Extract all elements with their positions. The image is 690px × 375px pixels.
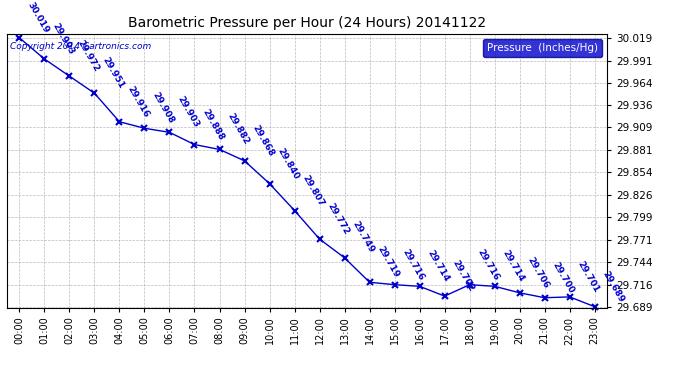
Text: 29.951: 29.951 (101, 56, 126, 90)
Text: 29.908: 29.908 (150, 91, 176, 125)
Text: 29.719: 29.719 (376, 244, 401, 279)
Text: 29.807: 29.807 (301, 173, 326, 208)
Text: 29.716: 29.716 (476, 247, 501, 282)
Text: 29.972: 29.972 (76, 38, 101, 73)
Text: 29.916: 29.916 (126, 84, 151, 119)
Text: 29.716: 29.716 (401, 247, 426, 282)
Text: 29.706: 29.706 (526, 255, 551, 290)
Text: 29.749: 29.749 (351, 220, 376, 255)
Text: 29.689: 29.689 (601, 269, 627, 304)
Text: 29.840: 29.840 (276, 146, 301, 181)
Legend: Pressure  (Inches/Hg): Pressure (Inches/Hg) (483, 39, 602, 57)
Text: 29.993: 29.993 (50, 21, 76, 56)
Text: 29.714: 29.714 (426, 249, 451, 284)
Title: Barometric Pressure per Hour (24 Hours) 20141122: Barometric Pressure per Hour (24 Hours) … (128, 16, 486, 30)
Text: 29.868: 29.868 (250, 123, 276, 158)
Text: Copyright 2014 Cartronics.com: Copyright 2014 Cartronics.com (10, 42, 151, 51)
Text: 29.714: 29.714 (501, 249, 526, 284)
Text: 29.772: 29.772 (326, 201, 351, 236)
Text: 29.903: 29.903 (176, 95, 201, 129)
Text: 29.888: 29.888 (201, 107, 226, 142)
Text: 29.882: 29.882 (226, 112, 251, 147)
Text: 30.019: 30.019 (26, 0, 50, 35)
Text: 29.701: 29.701 (576, 260, 601, 294)
Text: 29.702: 29.702 (451, 259, 476, 293)
Text: 29.700: 29.700 (551, 260, 576, 295)
